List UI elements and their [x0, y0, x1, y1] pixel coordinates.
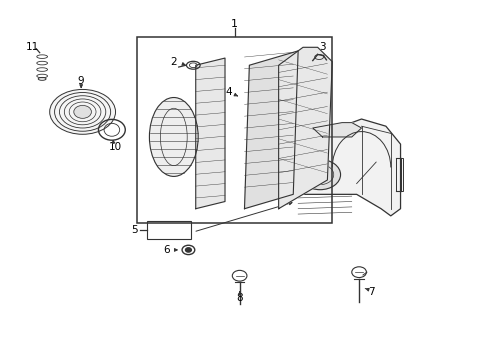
Ellipse shape: [50, 89, 115, 134]
Text: 6: 6: [163, 245, 169, 255]
Text: 9: 9: [78, 76, 84, 86]
Bar: [147, 221, 190, 239]
Text: 3: 3: [319, 42, 325, 51]
Polygon shape: [293, 119, 400, 216]
Polygon shape: [312, 123, 361, 137]
Circle shape: [74, 105, 91, 118]
Text: 11: 11: [26, 42, 39, 52]
Text: 1: 1: [231, 19, 238, 29]
Text: 2: 2: [170, 57, 177, 67]
Ellipse shape: [149, 98, 198, 176]
Polygon shape: [195, 58, 224, 209]
Text: 10: 10: [108, 142, 122, 152]
Text: 7: 7: [367, 287, 374, 297]
Polygon shape: [244, 51, 298, 209]
Text: 5: 5: [131, 225, 138, 235]
Circle shape: [299, 159, 340, 190]
Circle shape: [185, 248, 191, 252]
Polygon shape: [278, 47, 331, 209]
Bar: [137, 37, 331, 223]
Text: 8: 8: [236, 293, 243, 303]
Text: 4: 4: [225, 87, 232, 98]
Bar: [395, 158, 403, 191]
